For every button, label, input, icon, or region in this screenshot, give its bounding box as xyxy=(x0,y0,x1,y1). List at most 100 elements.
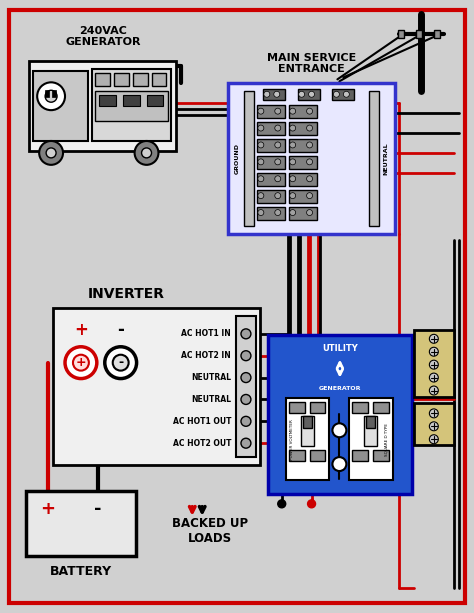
Text: AC HOT2 IN: AC HOT2 IN xyxy=(181,351,231,360)
Circle shape xyxy=(258,125,264,131)
Bar xyxy=(114,74,128,86)
Bar xyxy=(289,156,317,169)
Text: SQUARE D TYPE: SQUARE D TYPE xyxy=(384,423,388,455)
Text: GENERATOR: GENERATOR xyxy=(319,386,361,391)
Text: UTILITY: UTILITY xyxy=(322,345,358,353)
Circle shape xyxy=(309,91,315,97)
Bar xyxy=(373,402,389,413)
Circle shape xyxy=(241,329,251,339)
Bar xyxy=(289,105,317,118)
Circle shape xyxy=(275,159,281,165)
Bar xyxy=(45,90,49,97)
Bar xyxy=(369,91,379,226)
Bar xyxy=(123,95,139,106)
Circle shape xyxy=(275,108,281,114)
Circle shape xyxy=(258,142,264,148)
Bar xyxy=(244,91,254,226)
Circle shape xyxy=(275,192,281,199)
Text: MAIN SERVICE
ENTRANCE: MAIN SERVICE ENTRANCE xyxy=(267,53,356,74)
Circle shape xyxy=(290,210,296,216)
Circle shape xyxy=(429,409,438,418)
Circle shape xyxy=(274,91,280,97)
Text: -: - xyxy=(94,500,101,518)
Circle shape xyxy=(39,141,63,165)
Circle shape xyxy=(45,90,57,102)
Circle shape xyxy=(429,334,438,343)
Text: +: + xyxy=(41,500,55,518)
Text: INVERTER: INVERTER xyxy=(88,287,165,301)
Circle shape xyxy=(332,424,346,437)
Circle shape xyxy=(290,142,296,148)
Circle shape xyxy=(258,192,264,199)
Bar xyxy=(236,316,256,457)
Bar xyxy=(301,416,313,446)
Circle shape xyxy=(241,395,251,405)
Circle shape xyxy=(307,142,312,148)
Circle shape xyxy=(307,159,312,165)
Circle shape xyxy=(241,416,251,426)
Text: NEUTRAL: NEUTRAL xyxy=(383,143,389,175)
Circle shape xyxy=(46,148,56,158)
Bar xyxy=(289,207,317,219)
Circle shape xyxy=(37,82,65,110)
Bar xyxy=(398,29,404,37)
Bar xyxy=(257,122,285,135)
Circle shape xyxy=(299,91,305,97)
Circle shape xyxy=(429,435,438,444)
Bar xyxy=(310,402,326,413)
Bar xyxy=(29,61,176,151)
Text: +: + xyxy=(74,321,88,339)
Circle shape xyxy=(275,125,281,131)
Text: POWER VOLTMETER: POWER VOLTMETER xyxy=(290,419,294,460)
Circle shape xyxy=(258,108,264,114)
Circle shape xyxy=(275,176,281,181)
Circle shape xyxy=(429,347,438,356)
Text: AC HOT2 OUT: AC HOT2 OUT xyxy=(173,439,231,447)
Bar xyxy=(414,330,454,397)
Bar xyxy=(257,105,285,118)
Bar xyxy=(352,450,368,461)
Bar xyxy=(289,139,317,152)
Circle shape xyxy=(275,142,281,148)
Bar xyxy=(26,491,136,555)
Circle shape xyxy=(258,210,264,216)
Bar xyxy=(352,402,368,413)
Circle shape xyxy=(343,91,349,97)
Bar xyxy=(53,308,260,465)
Bar xyxy=(289,122,317,135)
Bar xyxy=(52,90,56,97)
Circle shape xyxy=(308,500,316,508)
Circle shape xyxy=(275,210,281,216)
Bar xyxy=(289,450,305,461)
Circle shape xyxy=(65,347,97,379)
Bar xyxy=(366,416,375,428)
Circle shape xyxy=(241,438,251,448)
Bar xyxy=(289,173,317,186)
Circle shape xyxy=(142,148,152,158)
Text: -: - xyxy=(117,321,124,339)
Text: AC HOT1 OUT: AC HOT1 OUT xyxy=(173,417,231,426)
Bar xyxy=(228,83,395,234)
Circle shape xyxy=(135,141,158,165)
Circle shape xyxy=(333,91,339,97)
Bar xyxy=(92,69,172,141)
Circle shape xyxy=(290,176,296,181)
Bar xyxy=(310,450,326,461)
Circle shape xyxy=(429,373,438,382)
Circle shape xyxy=(241,351,251,360)
Circle shape xyxy=(332,457,346,471)
Bar xyxy=(286,398,329,480)
Circle shape xyxy=(307,192,312,199)
Bar xyxy=(434,29,440,37)
Circle shape xyxy=(429,360,438,369)
Circle shape xyxy=(307,125,312,131)
Circle shape xyxy=(290,125,296,131)
Circle shape xyxy=(278,500,286,508)
Bar xyxy=(268,335,412,494)
Circle shape xyxy=(241,373,251,383)
Circle shape xyxy=(73,355,89,371)
Bar xyxy=(373,450,389,461)
Circle shape xyxy=(258,176,264,181)
Text: NEUTRAL: NEUTRAL xyxy=(191,373,231,382)
Bar xyxy=(257,173,285,186)
